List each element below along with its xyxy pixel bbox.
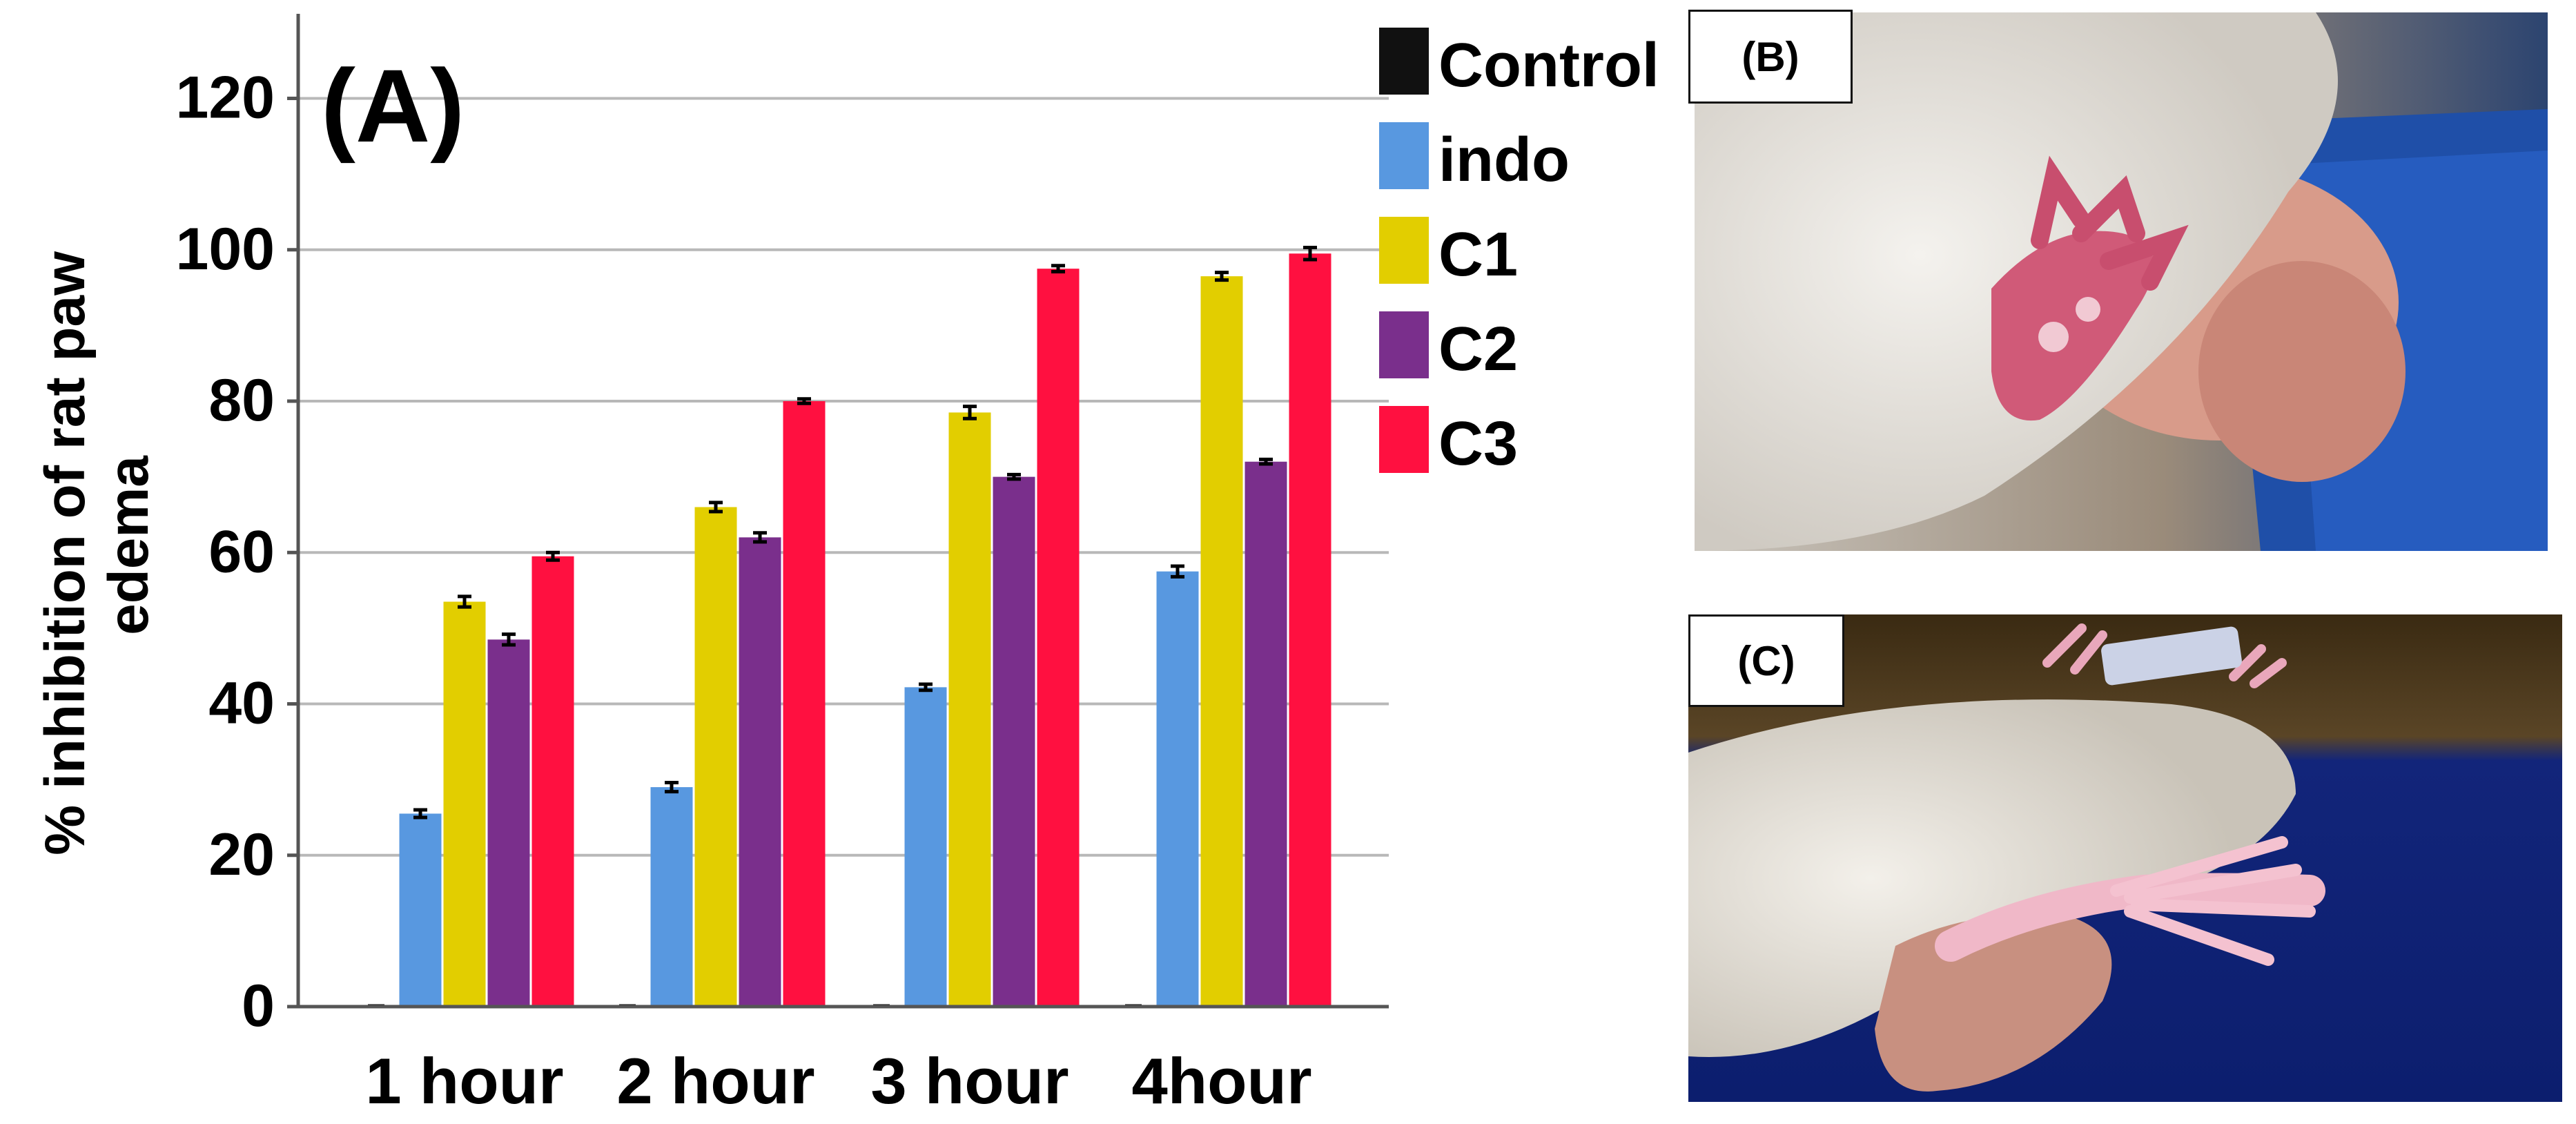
y-tick-label: 20 [208, 822, 275, 888]
bars [368, 245, 1331, 1008]
bar-c2-2 [739, 537, 781, 1007]
bar-c2-3 [993, 476, 1035, 1007]
tick-labels: 0 20 40 60 80 100 120 1 hour 2 hour 3 hour 4hour [176, 65, 1312, 1117]
bar-c3-3 [1037, 269, 1080, 1007]
y-axis-title: % inhibition of rat paw edema [34, 235, 160, 855]
y-tick-label: 40 [208, 670, 275, 737]
axes [287, 14, 1389, 1009]
y-tick-label: 0 [242, 973, 275, 1039]
bar-c3-1 [531, 556, 574, 1007]
panel-b-label: (B) [1688, 10, 1853, 104]
y-tick-label: 100 [176, 216, 275, 282]
bar-indo-4 [1156, 571, 1199, 1007]
bar-c2-4 [1245, 461, 1287, 1007]
bar-c1-1 [443, 601, 486, 1007]
legend: Control indo C1 C2 C3 [1379, 28, 1659, 478]
y-axis-title-line-2: edema [97, 455, 160, 635]
legend-label-c3: C3 [1438, 409, 1518, 478]
panel-c-label: (C) [1688, 614, 1844, 707]
bar-indo-1 [399, 813, 442, 1007]
legend-swatch-control [1379, 28, 1429, 95]
legend-label-c2: C2 [1438, 315, 1518, 384]
y-axis-title-line-1: % inhibition of rat paw [34, 251, 97, 855]
y-tick-label: 60 [208, 519, 275, 585]
legend-label-indo: indo [1438, 126, 1570, 195]
legend-swatch-c3 [1379, 406, 1429, 473]
legend-swatch-c2 [1379, 311, 1429, 378]
x-tick-label: 4hour [1131, 1045, 1311, 1117]
panel-a-label: (A) [321, 48, 465, 164]
y-tick-label: 120 [176, 65, 275, 131]
bar-c1-3 [948, 412, 991, 1007]
legend-label-control: Control [1438, 31, 1659, 100]
bar-indo-3 [904, 687, 947, 1007]
bar-c3-4 [1289, 253, 1331, 1007]
bar-c3-2 [783, 401, 826, 1007]
bar-c1-2 [694, 507, 737, 1007]
x-tick-label: 3 hour [870, 1045, 1069, 1117]
x-tick-label: 1 hour [365, 1045, 563, 1117]
legend-swatch-indo [1379, 122, 1429, 189]
x-tick-label: 2 hour [616, 1045, 814, 1117]
chart-a: 0 20 40 60 80 100 120 1 hour 2 hour 3 hour 4hour C… [34, 14, 1659, 1117]
legend-swatch-c1 [1379, 217, 1429, 284]
bar-c1-4 [1200, 276, 1243, 1007]
bar-indo-2 [650, 787, 693, 1007]
legend-label-c1: C1 [1438, 220, 1518, 289]
y-tick-label: 80 [208, 367, 275, 434]
bar-c2-1 [487, 639, 530, 1007]
